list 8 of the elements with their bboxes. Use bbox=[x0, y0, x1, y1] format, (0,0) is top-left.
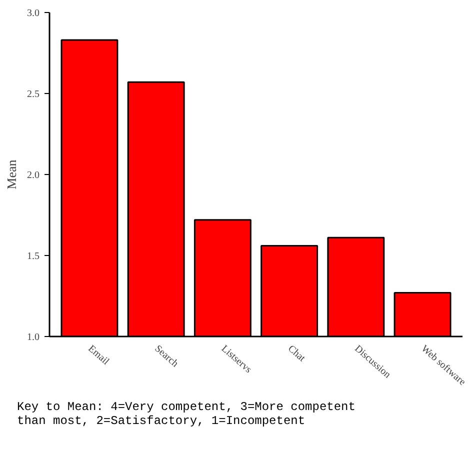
text: Key to Mean: 4=Very competent, 3=More competent than most, 2=Satisfactory, 1=Incompetent bbox=[17, 400, 356, 429]
y-tick-label: 2.5 bbox=[27, 89, 40, 100]
y-tick-label: 3.0 bbox=[27, 8, 40, 19]
y-tick-label: 1.5 bbox=[27, 251, 40, 262]
x-tick-label: Chat bbox=[286, 343, 308, 364]
y-axis-title: Mean bbox=[4, 159, 19, 190]
y-tick-label: 2.0 bbox=[27, 170, 40, 181]
y-tick-label: 1.0 bbox=[27, 332, 40, 343]
